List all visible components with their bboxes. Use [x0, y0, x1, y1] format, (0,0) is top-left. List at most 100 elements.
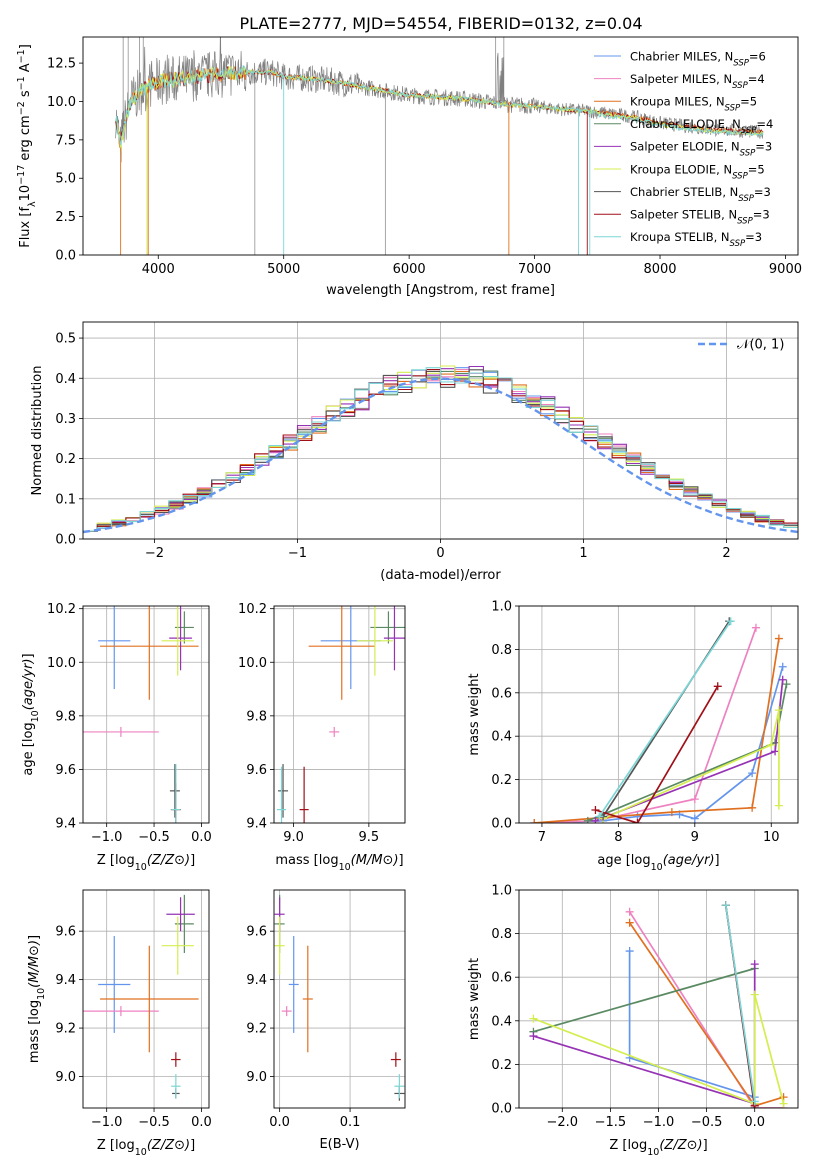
residuals-legend-label: 𝒩(0, 1) — [737, 338, 784, 353]
spectrum-xtick-label: 6000 — [393, 262, 426, 277]
z-mass-errorbar-point — [161, 916, 194, 975]
z-age-errorbar-point — [161, 606, 194, 676]
weight-z-frame — [518, 889, 799, 1109]
z-age-errorbar-point — [169, 764, 180, 818]
z-mass-ytick-label: 9.2 — [55, 1022, 76, 1037]
z-age-ytick-label: 9.8 — [55, 709, 76, 724]
spectrum-ylabel-part: −2 — [16, 101, 27, 115]
spectrum-ytick-label: 7.5 — [55, 133, 76, 148]
spectrum-ylabel-part: −1 — [16, 76, 27, 90]
weight-age-series-marker — [690, 795, 699, 804]
weight-age-series-line — [602, 710, 780, 820]
ebv-mass-ytick-label: 9.2 — [246, 1022, 267, 1037]
weight-z-ytick-label: 0.6 — [491, 971, 512, 986]
legend-entry-label: Kroupa STELIB, NSSP=3 — [630, 230, 762, 249]
mass-age-frame — [273, 605, 406, 824]
weight-z-series-line — [628, 911, 784, 1108]
weight-z-series-line — [724, 905, 756, 1102]
weight-age-ytick-label: 0.0 — [491, 817, 512, 832]
weight-age-ytick-label: 0.6 — [491, 686, 512, 701]
mass-age-ytick-label: 10.0 — [238, 656, 267, 671]
weight-age-xlabel: age [log10(age/yr)] — [597, 853, 719, 873]
weight-age-series-marker — [774, 706, 783, 715]
legend-entry-label: Salpeter ELODIE, NSSP=3 — [630, 140, 772, 159]
mass-age-errorbar-point — [299, 766, 309, 823]
weight-age-xtick-label: 7 — [538, 830, 546, 845]
mass-age-errorbar-point — [329, 726, 340, 737]
z-mass-ytick-label: 9.4 — [55, 973, 76, 988]
mass-age-errorbar-point — [278, 764, 289, 818]
weight-z-series-marker — [529, 1014, 538, 1023]
spectrum-ytick-label: 5.0 — [55, 172, 76, 187]
z-mass-plot-area — [83, 894, 199, 1099]
spectrum-plot-area — [115, 37, 764, 255]
weight-z-xtick-label: −2.0 — [547, 1115, 579, 1130]
weight-age-series-line — [534, 627, 757, 823]
z-age-ytick-label: 9.4 — [55, 817, 76, 832]
weight-z-ytick-label: 0.4 — [491, 1014, 512, 1029]
legend-entry-label: Kroupa MILES, NSSP=5 — [630, 95, 757, 114]
residuals-normal-curve — [83, 377, 798, 534]
figure-title: PLATE=2777, MJD=54554, FIBERID=0132, z=0… — [239, 14, 642, 33]
z-age-ytick-label: 10.2 — [47, 602, 76, 617]
weight-age-series-marker — [774, 634, 783, 643]
weight-age-series-marker — [633, 819, 642, 823]
z-age-errorbar-point — [100, 606, 199, 700]
z-mass-errorbar-point — [83, 1006, 159, 1017]
ebv-mass-ytick-label: 9.4 — [246, 973, 267, 988]
spectrum-ylabel-part: −17 — [16, 165, 27, 185]
mass-age-errorbar-point — [277, 766, 287, 823]
weight-age-series-marker — [771, 747, 780, 756]
spectrum-frame — [82, 36, 799, 256]
weight-age-series-line — [595, 685, 719, 823]
ebv-mass-errorbar-point — [274, 916, 285, 975]
mass-age-ytick-label: 9.6 — [246, 763, 267, 778]
z-age-axes: −1.0 −0.5 0.0 9.4 9.6 9.8 10.0 10.2 — [47, 602, 212, 845]
legend-entry-label: Chabrier STELIB, NSSP=3 — [630, 185, 771, 204]
ebv-mass-errorbar-point — [302, 945, 313, 1053]
weight-age-ytick-label: 0.4 — [491, 730, 512, 745]
weight-age-series-line — [534, 666, 784, 823]
mass-age-errorbar-point — [383, 606, 405, 671]
weight-age-series-marker — [583, 816, 592, 823]
ebv-mass-xtick-label: 0.0 — [269, 1115, 290, 1130]
weight-z-ylabel: mass weight — [467, 958, 482, 1040]
residuals-ytick-label: 0.4 — [55, 372, 76, 387]
spectrum-xlabel: wavelength [Angstrom, rest frame] — [326, 283, 555, 298]
spectrum-ytick-label: 2.5 — [55, 210, 76, 225]
ebv-mass-axes: 0.0 0.1 9.0 9.2 9.4 9.6 — [246, 890, 405, 1130]
weight-z-xtick-label: −0.5 — [691, 1115, 723, 1130]
weight-z-series-line — [533, 967, 755, 1033]
mass-age-plot-area — [277, 606, 405, 823]
weight-z-xtick-label: −1.0 — [643, 1115, 675, 1130]
residuals-ytick-label: 0.5 — [55, 332, 76, 347]
weight-z-xlabel: Z [log10(Z/Z⊙)] — [609, 1138, 707, 1158]
weight-age-series-marker — [774, 801, 783, 810]
spectrum-ylabel-part: s — [18, 90, 33, 101]
weight-z-ytick-label: 0.0 — [491, 1102, 512, 1117]
z-age-errorbar-point — [98, 606, 131, 690]
legend-entry-label: Salpeter STELIB, NSSP=3 — [630, 208, 770, 227]
weight-z-series-line — [533, 994, 785, 1105]
weight-z-series-marker — [529, 1032, 538, 1041]
weight-z-ytick-label: 0.8 — [491, 927, 512, 942]
z-mass-ytick-label: 9.0 — [55, 1070, 76, 1085]
ebv-mass-plot-area — [274, 894, 405, 1101]
spectrum-ylabel: Flux [fλ10−17 erg cm−2 s−1 A−1] — [16, 44, 38, 248]
spectrum-xtick-label: 4000 — [142, 262, 175, 277]
legend-entry-label: Kroupa ELODIE, NSSP=5 — [630, 162, 765, 181]
residuals-ylabel: Normed distribution — [30, 366, 45, 496]
ebv-mass-ytick-label: 9.0 — [246, 1070, 267, 1085]
weight-age-xtick-label: 10 — [763, 830, 780, 845]
residuals-xtick-label: −2 — [145, 546, 164, 561]
spectrum-ylabel-part: ] — [18, 44, 33, 49]
weight-age-series-marker — [778, 662, 787, 671]
spectrum-ytick-label: 10.0 — [47, 95, 76, 110]
weight-age-series-marker — [782, 680, 791, 689]
z-age-errorbar-point — [169, 606, 192, 671]
weight-z-series-marker — [750, 1097, 759, 1106]
spectrum-model-line — [115, 65, 764, 146]
mass-age-xtick-label: 9.0 — [283, 830, 304, 845]
z-age-plot-area — [83, 606, 199, 823]
z-mass-xlabel: Z [log10(Z/Z⊙)] — [97, 1138, 195, 1158]
